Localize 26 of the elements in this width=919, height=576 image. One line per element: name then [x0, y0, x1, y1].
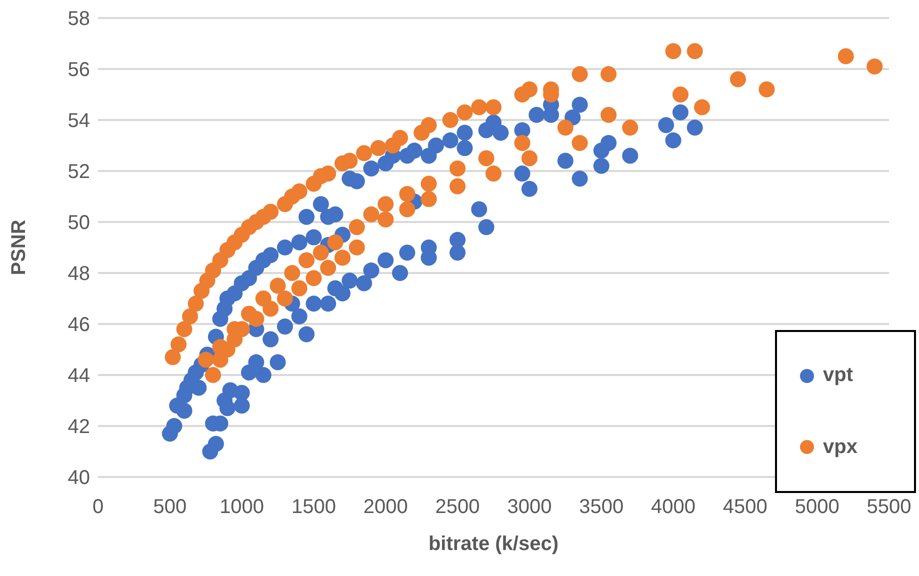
- y-tick-label: 48: [68, 263, 90, 286]
- y-axis-title: PSNR: [8, 219, 30, 276]
- x-tick-label: 4500: [722, 496, 768, 518]
- y-tick-label: 52: [68, 161, 90, 184]
- x-tick-label: 5000: [794, 496, 840, 518]
- x-tick-label: 1000: [220, 496, 264, 518]
- y-tick-label: 50: [68, 212, 90, 234]
- x-tick-label: 3500: [579, 496, 624, 518]
- y-tick-label: 46: [68, 314, 90, 336]
- x-tick-label: 2000: [363, 496, 408, 518]
- x-tick-label: 5500: [866, 496, 912, 518]
- y-tick-label: 42: [68, 416, 90, 438]
- x-axis-title: bitrate (k/sec): [428, 533, 559, 555]
- legend-label: vpx: [823, 436, 858, 459]
- x-tick-label: 0: [92, 496, 104, 518]
- x-tick-label: 500: [153, 496, 187, 518]
- legend-label: vpt: [823, 364, 853, 388]
- y-tick-label: 56: [68, 59, 90, 82]
- x-tick-label: 4000: [651, 496, 696, 518]
- x-tick-label: 2500: [435, 496, 480, 518]
- y-tick-label: 44: [68, 365, 90, 388]
- y-tick-label: 54: [68, 110, 90, 132]
- x-tick-label: 3000: [507, 496, 552, 518]
- y-tick-label: 58: [68, 8, 90, 30]
- y-tick-label: 40: [68, 467, 90, 490]
- x-tick-label: 1500: [291, 496, 336, 518]
